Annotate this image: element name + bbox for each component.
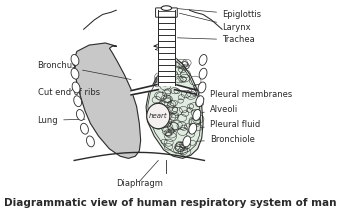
Text: Trachea: Trachea (177, 35, 255, 44)
Ellipse shape (147, 103, 170, 129)
Text: Diagrammatic view of human respiratory system of man: Diagrammatic view of human respiratory s… (4, 198, 337, 208)
Polygon shape (146, 44, 203, 158)
Ellipse shape (161, 6, 172, 10)
Text: Epiglottis: Epiglottis (175, 8, 261, 19)
Text: Larynx: Larynx (179, 13, 251, 32)
Text: Alveoli: Alveoli (202, 105, 238, 114)
Text: Diaphragm: Diaphragm (116, 179, 163, 188)
Ellipse shape (189, 123, 197, 134)
Ellipse shape (199, 68, 207, 79)
Ellipse shape (199, 55, 207, 65)
Polygon shape (74, 43, 140, 158)
Polygon shape (131, 84, 158, 95)
Polygon shape (175, 84, 196, 94)
Text: Cut end of ribs: Cut end of ribs (38, 88, 100, 97)
Ellipse shape (80, 123, 88, 134)
FancyBboxPatch shape (155, 8, 177, 17)
Ellipse shape (183, 136, 191, 147)
Ellipse shape (71, 68, 79, 79)
Text: Bronchiole: Bronchiole (196, 135, 255, 144)
Ellipse shape (198, 82, 206, 93)
Text: Lung: Lung (38, 116, 85, 125)
Ellipse shape (87, 136, 94, 147)
Text: Pleural membranes: Pleural membranes (202, 90, 292, 99)
Ellipse shape (196, 96, 204, 107)
Polygon shape (158, 10, 175, 85)
Text: heart: heart (149, 113, 167, 119)
Text: Bronchus: Bronchus (38, 61, 131, 79)
Ellipse shape (72, 82, 80, 93)
Text: Pleural fluid: Pleural fluid (201, 120, 260, 129)
Ellipse shape (193, 109, 201, 120)
Ellipse shape (76, 109, 84, 120)
Ellipse shape (71, 55, 79, 65)
Ellipse shape (74, 96, 81, 107)
